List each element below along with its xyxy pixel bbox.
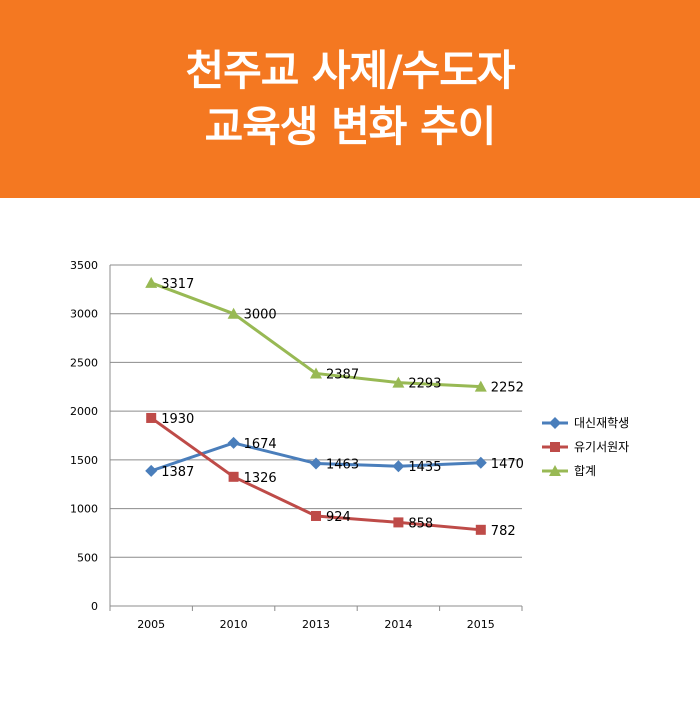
y-tick-label: 500 — [77, 551, 98, 564]
data-label: 2387 — [326, 367, 359, 382]
x-tick-label: 2015 — [467, 618, 495, 631]
legend-marker — [550, 442, 560, 452]
data-point — [227, 436, 240, 449]
data-label: 782 — [491, 524, 516, 539]
data-point — [310, 457, 322, 470]
data-label: 858 — [408, 516, 433, 531]
page-title-line-2: 교육생 변화 추이 — [204, 102, 497, 151]
data-point — [145, 464, 158, 477]
y-tick-label: 2500 — [70, 356, 98, 369]
data-point — [392, 460, 405, 473]
data-point — [311, 510, 321, 521]
data-label: 1470 — [491, 457, 524, 472]
x-tick-label: 2014 — [384, 618, 412, 631]
data-label: 1435 — [408, 460, 441, 475]
y-tick-label: 0 — [91, 600, 98, 613]
data-point — [228, 471, 239, 482]
data-label: 2293 — [408, 377, 441, 392]
data-point — [145, 276, 158, 288]
page-title-line-1: 천주교 사제/수도자 — [185, 46, 515, 95]
y-tick-label: 3000 — [70, 308, 98, 321]
data-point — [227, 307, 240, 319]
data-label: 1387 — [161, 465, 194, 480]
data-point — [474, 380, 487, 392]
data-label: 1930 — [161, 412, 194, 427]
x-tick-label: 2013 — [302, 618, 330, 631]
data-point — [310, 367, 322, 379]
data-point — [392, 376, 405, 388]
data-point — [146, 412, 157, 423]
legend-label: 유기서원자 — [574, 440, 629, 454]
legend-marker — [549, 417, 561, 429]
x-tick-label: 2005 — [137, 618, 165, 631]
legend-label: 대신재학생 — [574, 416, 629, 430]
y-tick-label: 2000 — [70, 405, 98, 418]
data-point — [474, 456, 487, 469]
x-tick-label: 2010 — [220, 618, 248, 631]
data-label: 1463 — [326, 457, 359, 472]
y-tick-label: 1000 — [70, 503, 98, 516]
legend-label: 합계 — [574, 464, 596, 478]
chart-area: 0 500 1000 1500 2000 2500 3000 3500 2005 2010 2013… — [0, 198, 700, 700]
line-chart: 0 500 1000 1500 2000 2500 3000 3500 2005 2010 2013… — [70, 259, 629, 631]
data-point — [475, 524, 486, 535]
data-point — [393, 517, 404, 528]
y-tick-label: 1500 — [70, 454, 98, 467]
title-banner: 천주교 사제/수도자 교육생 변화 추이 — [0, 0, 700, 198]
y-tick-label: 3500 — [70, 259, 98, 272]
data-label: 924 — [326, 510, 351, 525]
data-label: 3000 — [244, 308, 277, 323]
data-label: 1326 — [244, 471, 277, 486]
legend-marker — [549, 465, 561, 476]
data-label: 3317 — [161, 277, 194, 292]
data-label: 2252 — [491, 381, 524, 396]
data-label: 1674 — [244, 437, 277, 452]
